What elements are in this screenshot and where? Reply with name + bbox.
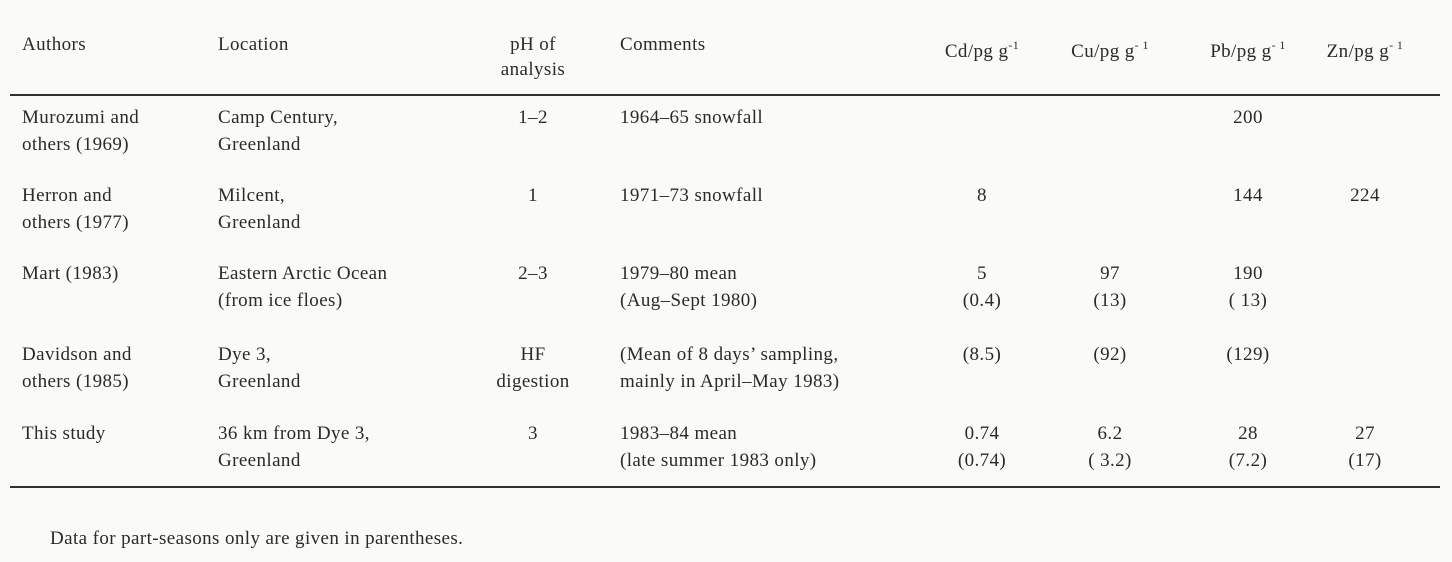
table-cell: (13): [1093, 290, 1127, 311]
header-cell: Authors: [22, 34, 87, 55]
table-cell: others (1977): [22, 212, 130, 233]
table-cell: Greenland: [218, 134, 301, 155]
table-cell: (0.74): [957, 450, 1007, 471]
table-cell: 6.2: [1097, 423, 1123, 444]
header-unit: Cu/pg g: [1071, 41, 1135, 62]
table-cell: 200: [1233, 107, 1263, 128]
table-cell: 97: [1100, 263, 1120, 284]
table-cell: others (1969): [22, 134, 130, 155]
header-cell: Cu/pg g- 1: [960, 33, 1260, 64]
table-cell: 0.74: [964, 423, 1000, 444]
table-cell: Greenland: [218, 371, 301, 392]
table-cell: (0.4): [962, 290, 1002, 311]
table-cell: 8: [977, 185, 987, 206]
table-cell: Greenland: [218, 212, 301, 233]
header-cell: Comments: [620, 34, 706, 55]
table-cell: Mart (1983): [22, 263, 119, 284]
header-exponent: -1: [1008, 38, 1020, 52]
header-unit: Pb/pg g: [1210, 41, 1272, 62]
table-cell: 224: [1350, 185, 1380, 206]
table-cell: Davidson and: [22, 344, 132, 365]
header-cell: Pb/pg g- 1: [1098, 33, 1398, 64]
header-unit: Cd/pg g: [944, 41, 1009, 62]
header-cell: Zn/pg g- 1: [1215, 33, 1452, 64]
table-cell: mainly in April–May 1983): [620, 371, 840, 392]
table-cell: others (1985): [22, 371, 130, 392]
bottom-rule: [10, 486, 1440, 488]
table-cell: Greenland: [218, 450, 301, 471]
table-cell: (Mean of 8 days’ sampling,: [620, 344, 839, 365]
table-cell: 1: [528, 185, 538, 206]
table-cell: 190: [1233, 263, 1263, 284]
header-exponent: - 1: [1271, 38, 1286, 52]
table-cell: 28: [1238, 423, 1258, 444]
table-cell: 1983–84 mean: [620, 423, 738, 444]
header-cell: pH of: [510, 34, 556, 55]
header-unit: Zn/pg g: [1326, 41, 1390, 62]
table-cell: Dye 3,: [218, 344, 272, 365]
table-cell: 1–2: [518, 107, 548, 128]
table-cell: 5: [977, 263, 987, 284]
table-cell: 27: [1355, 423, 1375, 444]
table-cell: Herron and: [22, 185, 112, 206]
header-cell: Location: [218, 34, 289, 55]
table-cell: (7.2): [1228, 450, 1268, 471]
table-cell: 3: [528, 423, 538, 444]
table-cell: (Aug–Sept 1980): [620, 290, 758, 311]
table-cell: (late summer 1983 only): [620, 450, 817, 471]
footnote: Data for part-seasons only are given in …: [50, 528, 464, 549]
table-cell: Murozumi and: [22, 107, 140, 128]
table-cell: 36 km from Dye 3,: [218, 423, 370, 444]
table-cell: digestion: [496, 371, 570, 392]
table-cell: 2–3: [518, 263, 548, 284]
table-cell: (92): [1093, 344, 1127, 365]
table-cell: This study: [22, 423, 106, 444]
table-cell: ( 13): [1228, 290, 1268, 311]
header-cell: Cd/pg g-1: [832, 33, 1132, 64]
table-cell: 1971–73 snowfall: [620, 185, 764, 206]
table-cell: (129): [1226, 344, 1270, 365]
header-exponent: - 1: [1389, 38, 1404, 52]
table-cell: 144: [1233, 185, 1263, 206]
table-cell: 1964–65 snowfall: [620, 107, 764, 128]
header-cell: analysis: [500, 59, 566, 80]
header-exponent: - 1: [1134, 38, 1149, 52]
table-cell: 1979–80 mean: [620, 263, 738, 284]
table-cell: ( 3.2): [1088, 450, 1132, 471]
table-cell: (from ice floes): [218, 290, 343, 311]
header-rule: [10, 94, 1440, 96]
table-cell: HF: [520, 344, 546, 365]
table-cell: (8.5): [962, 344, 1002, 365]
table-cell: Camp Century,: [218, 107, 339, 128]
table-cell: Milcent,: [218, 185, 286, 206]
table-cell: (17): [1348, 450, 1382, 471]
table-cell: Eastern Arctic Ocean: [218, 263, 388, 284]
